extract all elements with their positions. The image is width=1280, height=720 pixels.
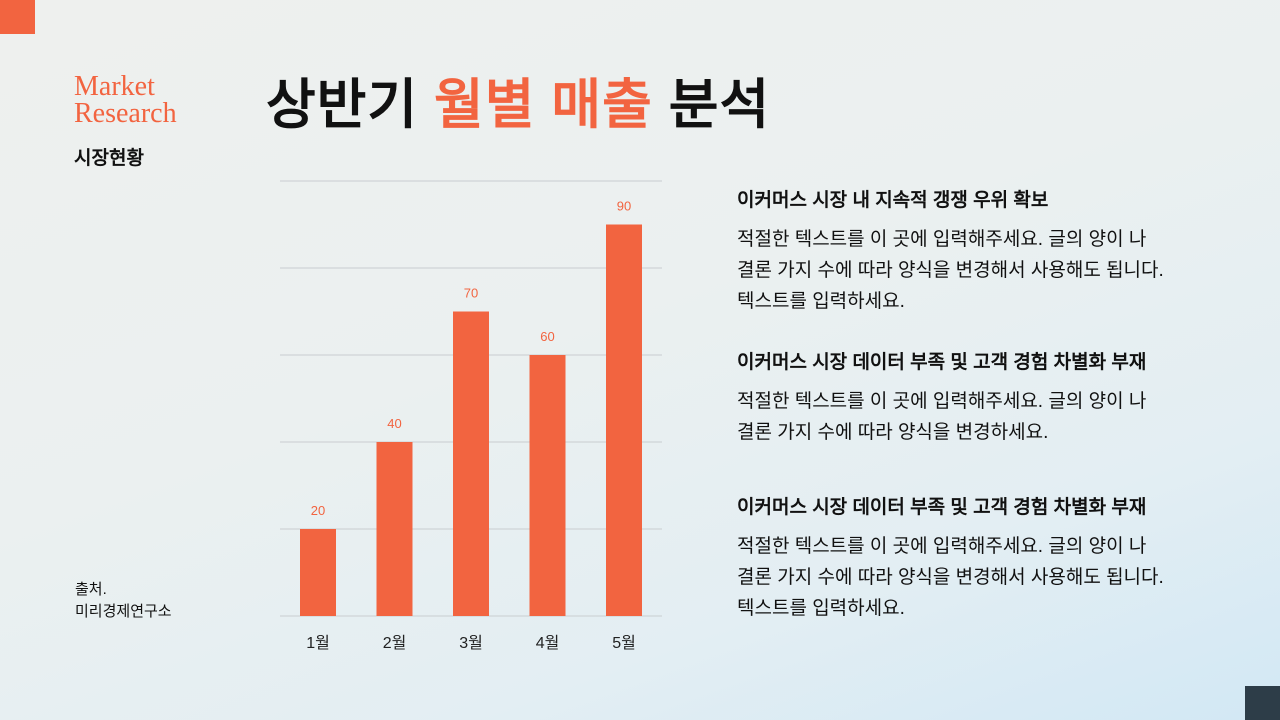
bar xyxy=(376,442,413,616)
corner-accent-bottom-right xyxy=(1245,686,1280,720)
section-body: 적절한 텍스트를 이 곳에 입력해주세요. 글의 양이 나 결론 가지 수에 따… xyxy=(737,536,1164,619)
data-label: 60 xyxy=(540,329,554,344)
data-label: 40 xyxy=(387,416,401,431)
x-tick-label: 3월 xyxy=(459,634,483,652)
source-note: 출처. 미리경제연구소 xyxy=(75,579,172,623)
title-accent: 월별 매출 xyxy=(434,75,653,135)
section-body: 적절한 텍스트를 이 곳에 입력해주세요. 글의 양이 나 결론 가지 수에 따… xyxy=(737,391,1147,443)
data-label: 90 xyxy=(617,199,631,214)
bar xyxy=(606,224,642,616)
data-label: 70 xyxy=(464,286,478,301)
bar xyxy=(300,529,336,616)
section-heading: 이커머스 시장 데이터 부족 및 고객 경험 차별화 부재 xyxy=(737,352,1147,373)
brand-subtitle: 시장현황 xyxy=(74,148,144,169)
title-part2: 분석 xyxy=(652,75,771,135)
title-part1: 상반기 xyxy=(266,75,435,135)
x-tick-label: 5월 xyxy=(612,634,636,652)
brand-line2: Research xyxy=(74,98,177,129)
section-body: 적절한 텍스트를 이 곳에 입력해주세요. 글의 양이 나 결론 가지 수에 따… xyxy=(737,229,1164,312)
bar xyxy=(453,311,489,616)
section-3: 이커머스 시장 데이터 부족 및 고객 경험 차별화 부재 적절한 텍스트를 이… xyxy=(737,492,1197,624)
x-tick-label: 2월 xyxy=(383,634,407,652)
section-2: 이커머스 시장 데이터 부족 및 고객 경험 차별화 부재 적절한 텍스트를 이… xyxy=(737,347,1197,448)
bar xyxy=(529,355,566,616)
page-title: 상반기 월별 매출 분석 xyxy=(266,60,770,139)
corner-accent-top-left xyxy=(0,0,35,34)
x-tick-label: 4월 xyxy=(536,634,560,652)
data-label: 20 xyxy=(311,503,325,518)
section-1: 이커머스 시장 내 지속적 갱쟁 우위 확보 적절한 텍스트를 이 곳에 입력해… xyxy=(737,185,1197,317)
source-name: 미리경제연구소 xyxy=(75,603,172,620)
x-tick-label: 1월 xyxy=(306,634,330,652)
brand-line1: Market xyxy=(74,71,155,102)
section-heading: 이커머스 시장 데이터 부족 및 고객 경험 차별화 부재 xyxy=(737,497,1147,518)
section-heading: 이커머스 시장 내 지속적 갱쟁 우위 확보 xyxy=(737,190,1049,211)
source-label: 출처. xyxy=(75,581,107,598)
brand-logo: Market Research xyxy=(74,71,177,129)
